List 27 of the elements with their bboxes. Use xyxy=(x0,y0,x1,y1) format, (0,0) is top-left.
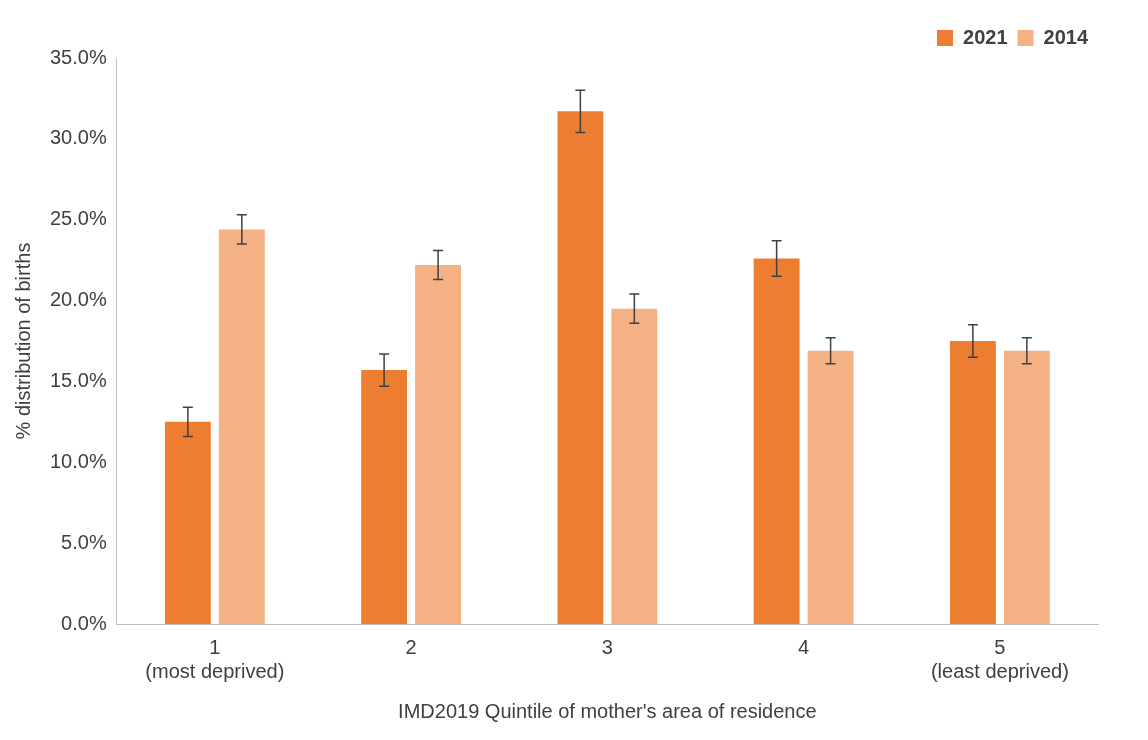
y-tick-label: 0.0% xyxy=(61,611,107,634)
bar xyxy=(949,341,996,624)
bar xyxy=(753,258,800,624)
x-tick-label: 3 xyxy=(601,635,613,658)
bar xyxy=(218,229,265,624)
x-tick-label: 4 xyxy=(798,635,810,658)
y-tick-label: 10.0% xyxy=(49,449,107,472)
legend-label: 2021 xyxy=(963,25,1008,48)
bar xyxy=(415,264,462,624)
bar xyxy=(164,421,211,624)
x-tick-label: 5 (least deprived) xyxy=(930,635,1069,682)
y-tick-label: 20.0% xyxy=(49,288,107,311)
y-tick-label: 25.0% xyxy=(49,207,107,230)
bar xyxy=(611,308,658,624)
x-tick-label: 1 (most deprived) xyxy=(145,635,285,682)
y-axis-title: % distribution of births xyxy=(11,242,34,440)
y-tick-label: 30.0% xyxy=(49,126,107,149)
legend-label: 2014 xyxy=(1043,25,1089,48)
bar xyxy=(807,350,854,624)
y-tick-label: 35.0% xyxy=(49,45,107,68)
x-tick-label: 2 xyxy=(405,635,417,658)
bar xyxy=(557,111,604,624)
y-tick-label: 5.0% xyxy=(61,530,107,553)
bar xyxy=(361,370,408,624)
y-tick-label: 15.0% xyxy=(49,368,107,391)
x-axis-title: IMD2019 Quintile of mother's area of residence xyxy=(398,699,817,722)
bar xyxy=(1003,350,1050,624)
